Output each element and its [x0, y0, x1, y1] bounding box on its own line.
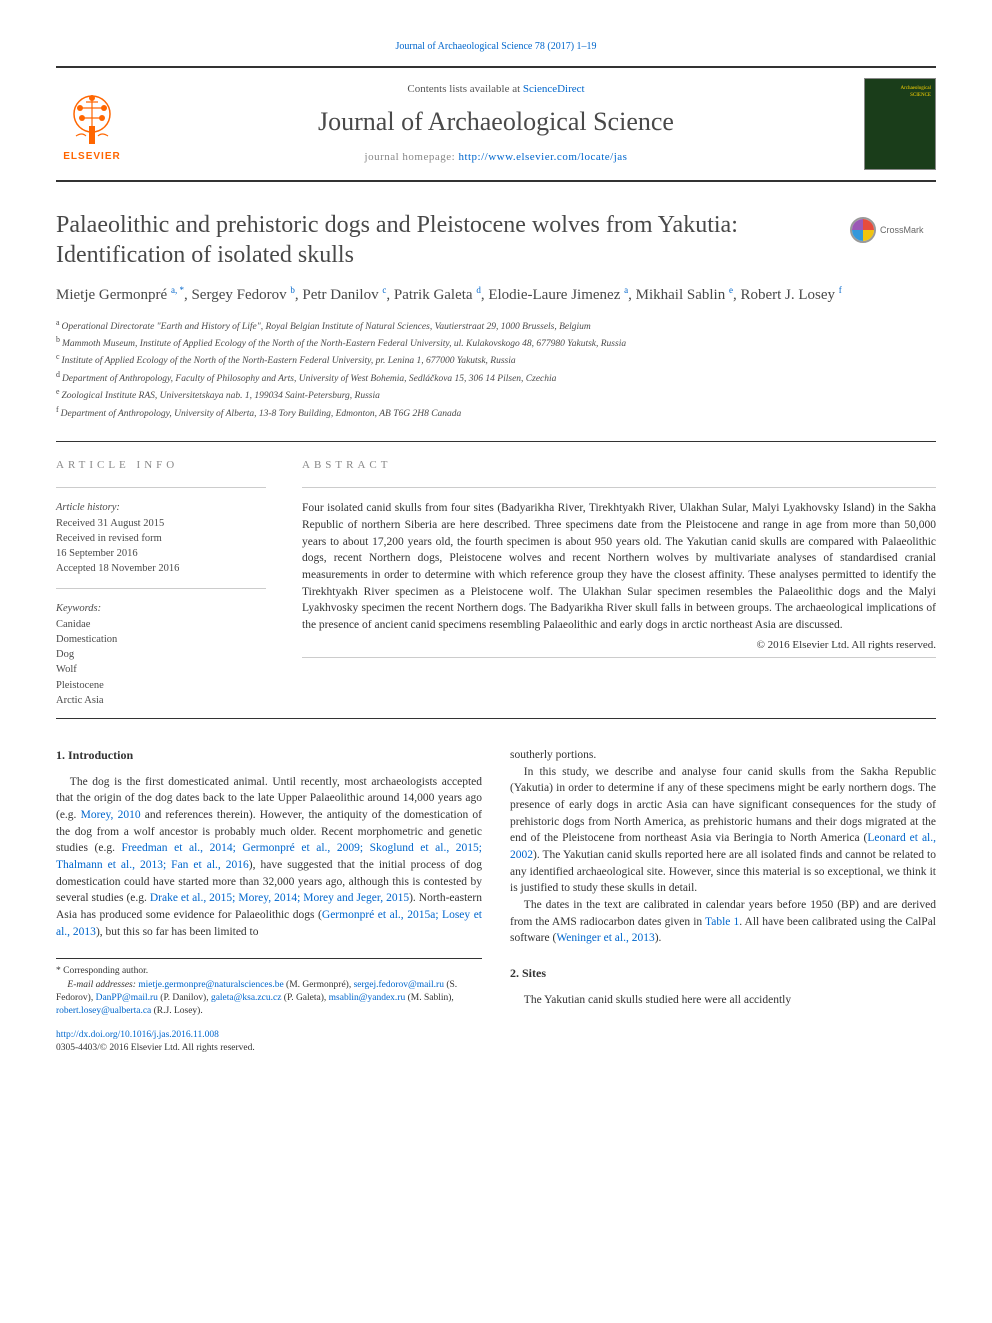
- sciencedirect-link[interactable]: ScienceDirect: [523, 83, 585, 95]
- doi-link[interactable]: http://dx.doi.org/10.1016/j.jas.2016.11.…: [56, 1030, 219, 1040]
- keyword: Dog: [56, 649, 74, 660]
- affiliation: d Department of Anthropology, Faculty of…: [56, 369, 936, 386]
- crossmark-label: CrossMark: [880, 224, 924, 237]
- journal-header: ELSEVIER Contents lists available at Sci…: [56, 66, 936, 182]
- history-line: Received in revised form: [56, 533, 162, 544]
- abstract-text: Four isolated canid skulls from four sit…: [302, 500, 936, 633]
- author-affiliation-mark[interactable]: f: [839, 285, 842, 295]
- contents-line: Contents lists available at ScienceDirec…: [128, 82, 864, 97]
- issn-copyright: 0305-4403/© 2016 Elsevier Ltd. All right…: [56, 1043, 255, 1053]
- body-paragraph: The Yakutian canid skulls studied here w…: [510, 992, 936, 1009]
- crossmark-icon: [850, 217, 876, 243]
- elsevier-tree-icon: [62, 90, 122, 146]
- corresponding-footer: * Corresponding author. E-mail addresses…: [56, 958, 482, 1018]
- history-line: Accepted 18 November 2016: [56, 563, 179, 574]
- journal-cover-thumbnail: Archaeological SCIENCE: [864, 78, 936, 170]
- keyword: Wolf: [56, 664, 77, 675]
- author-affiliation-mark[interactable]: d: [476, 285, 481, 295]
- author: Mikhail Sablin e: [636, 287, 733, 303]
- author-affiliation-mark[interactable]: b: [290, 285, 295, 295]
- crossmark-badge[interactable]: CrossMark: [850, 214, 936, 246]
- doi-block: http://dx.doi.org/10.1016/j.jas.2016.11.…: [56, 1029, 482, 1056]
- author: Patrik Galeta d: [394, 287, 481, 303]
- email-link[interactable]: robert.losey@ualberta.ca: [56, 1006, 151, 1016]
- history-line: Received 31 August 2015: [56, 518, 164, 529]
- affiliation: e Zoological Institute RAS, Universitets…: [56, 386, 936, 403]
- abstract-copyright: © 2016 Elsevier Ltd. All rights reserved…: [302, 638, 936, 653]
- body-paragraph: The dog is the first domesticated animal…: [56, 774, 482, 941]
- author-affiliation-mark[interactable]: c: [382, 285, 386, 295]
- email-link[interactable]: DanPP@mail.ru: [96, 993, 158, 1003]
- top-reference-link[interactable]: Journal of Archaeological Science 78 (20…: [395, 41, 596, 52]
- affiliation: f Department of Anthropology, University…: [56, 404, 936, 421]
- keyword: Domestication: [56, 634, 117, 645]
- divider: [56, 441, 936, 442]
- author: Elodie-Laure Jimenez a: [488, 287, 628, 303]
- history-line: 16 September 2016: [56, 548, 138, 559]
- author-affiliation-mark[interactable]: e: [729, 285, 733, 295]
- keyword: Pleistocene: [56, 680, 104, 691]
- table-link[interactable]: Table 1: [705, 916, 739, 928]
- affiliation: a Operational Directorate "Earth and His…: [56, 317, 936, 334]
- section-heading-sites: 2. Sites: [510, 965, 936, 982]
- body-paragraph: southerly portions.: [510, 747, 936, 764]
- article-history: Article history: Received 31 August 2015…: [56, 500, 266, 576]
- citation-link[interactable]: Morey, 2010: [81, 809, 141, 821]
- affiliation: c Institute of Applied Ecology of the No…: [56, 351, 936, 368]
- email-link[interactable]: galeta@ksa.zcu.cz: [211, 993, 281, 1003]
- elsevier-wordmark: ELSEVIER: [63, 150, 120, 164]
- keyword: Canidae: [56, 619, 90, 630]
- divider: [56, 718, 936, 719]
- divider: [302, 657, 936, 658]
- email-link[interactable]: msablin@yandex.ru: [329, 993, 406, 1003]
- author: Mietje Germonpré a, *: [56, 287, 184, 303]
- citation-link[interactable]: Drake et al., 2015; Morey, 2014; Morey a…: [150, 892, 409, 904]
- body-paragraph: In this study, we describe and analyse f…: [510, 764, 936, 897]
- authors-list: Mietje Germonpré a, *, Sergey Fedorov b,…: [56, 284, 936, 307]
- affiliations-list: a Operational Directorate "Earth and His…: [56, 317, 936, 421]
- body-paragraph: The dates in the text are calibrated in …: [510, 897, 936, 947]
- citation-link[interactable]: Weninger et al., 2013: [556, 932, 654, 944]
- article-info-label: ARTICLE INFO: [56, 458, 266, 473]
- body-columns: 1. Introduction The dog is the first dom…: [56, 747, 936, 1055]
- divider: [302, 487, 936, 488]
- email-link[interactable]: sergej.fedorov@mail.ru: [354, 980, 444, 990]
- author-affiliation-mark[interactable]: a: [624, 285, 628, 295]
- article-title: Palaeolithic and prehistoric dogs and Pl…: [56, 210, 936, 270]
- homepage-link[interactable]: http://www.elsevier.com/locate/jas: [458, 151, 627, 163]
- author: Robert J. Losey f: [740, 287, 841, 303]
- top-reference: Journal of Archaeological Science 78 (20…: [56, 40, 936, 54]
- homepage-line: journal homepage: http://www.elsevier.co…: [128, 150, 864, 165]
- journal-title: Journal of Archaeological Science: [128, 104, 864, 140]
- section-heading-introduction: 1. Introduction: [56, 747, 482, 764]
- divider: [56, 487, 266, 488]
- abstract-label: ABSTRACT: [302, 458, 936, 473]
- keyword: Arctic Asia: [56, 695, 104, 706]
- elsevier-logo: ELSEVIER: [56, 84, 128, 164]
- divider: [56, 588, 266, 589]
- author: Sergey Fedorov b: [191, 287, 294, 303]
- email-link[interactable]: mietje.germonpre@naturalsciences.be: [138, 980, 283, 990]
- affiliation: b Mammoth Museum, Institute of Applied E…: [56, 334, 936, 351]
- keywords-block: Keywords: CanidaeDomesticationDogWolfPle…: [56, 601, 266, 708]
- author-affiliation-mark[interactable]: a, *: [171, 285, 184, 295]
- author: Petr Danilov c: [302, 287, 386, 303]
